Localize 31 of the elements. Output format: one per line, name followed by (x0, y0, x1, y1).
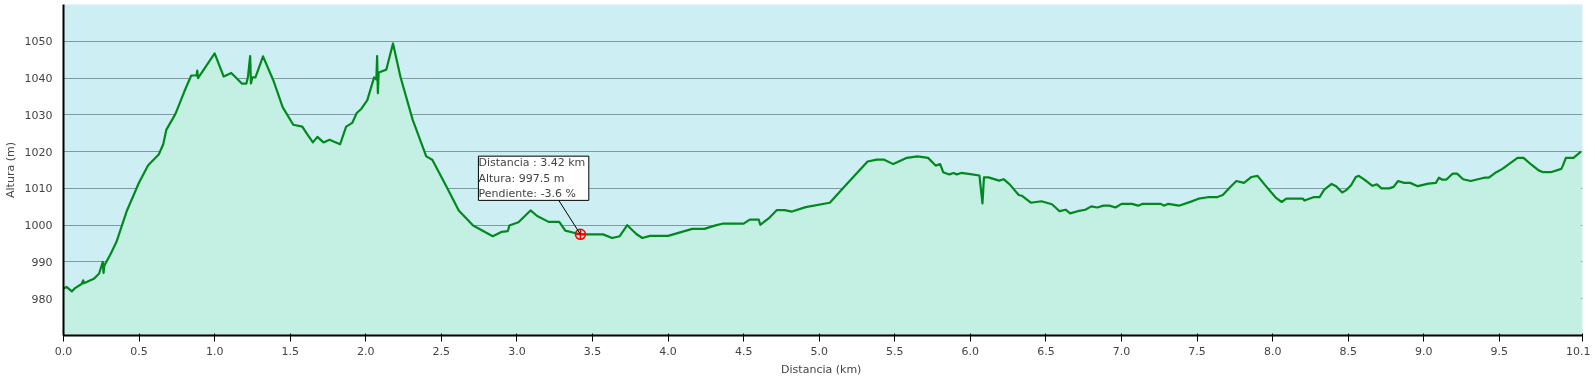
x-tick-label: 5.5 (886, 344, 904, 358)
x-tick-label: 9.0 (1415, 344, 1433, 358)
x-tick-label: 2.5 (432, 344, 451, 358)
x-tick-label: 10.1 (1566, 344, 1591, 358)
y-tick-label: 1050 (24, 35, 53, 49)
x-tick-label: 0.5 (130, 344, 148, 358)
x-tick-label: 7.5 (1188, 344, 1206, 358)
y-tick-label: 980 (31, 292, 53, 306)
y-axis-title: Altura (m) (3, 142, 17, 198)
x-tick-label: 6.5 (1037, 344, 1055, 358)
x-tick-label: 3.0 (508, 344, 526, 358)
x-tick-label: 3.5 (583, 344, 602, 358)
x-tick-label: 8.0 (1263, 344, 1282, 358)
x-tick-label: 8.5 (1339, 344, 1357, 358)
x-tick-label: 2.0 (357, 344, 375, 358)
y-tick-label: 1030 (24, 108, 53, 122)
x-axis-title: Distancia (km) (781, 362, 862, 376)
x-tick-label: 4.0 (659, 344, 677, 358)
x-tick-label: 6.0 (961, 344, 980, 358)
x-tick-label: 9.5 (1490, 344, 1509, 358)
y-tick-label: 1010 (24, 182, 53, 196)
y-tick-label: 1000 (24, 219, 53, 233)
y-tick-label: 1040 (24, 72, 53, 86)
x-tick-label: 7.0 (1112, 344, 1131, 358)
x-tick-label: 1.5 (281, 344, 299, 358)
x-tick-label: 4.5 (734, 344, 753, 358)
x-tick-label: 1.0 (205, 344, 224, 358)
y-tick-label: 1020 (24, 145, 53, 159)
x-tick-label: 0.0 (54, 344, 73, 358)
x-tick-label: 5.0 (810, 344, 828, 358)
y-tick-label: 990 (31, 255, 53, 269)
